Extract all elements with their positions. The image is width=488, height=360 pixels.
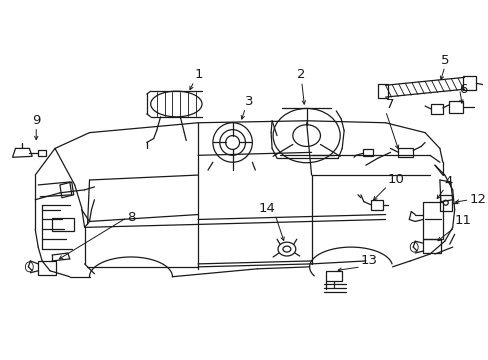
Bar [370, 200, 382, 210]
Text: 1: 1 [194, 68, 202, 81]
Text: 5: 5 [440, 54, 448, 67]
Text: 2: 2 [297, 68, 305, 81]
Text: 10: 10 [387, 173, 404, 186]
Text: 12: 12 [468, 193, 486, 206]
Bar [439, 195, 451, 211]
Bar [398, 148, 412, 157]
Bar [377, 84, 387, 98]
Text: 4: 4 [444, 175, 452, 188]
Bar [422, 202, 442, 239]
Text: 9: 9 [32, 114, 41, 127]
Text: 11: 11 [454, 214, 471, 228]
Bar [325, 271, 342, 281]
Bar [52, 217, 74, 231]
Text: 8: 8 [127, 211, 135, 224]
Bar [38, 261, 56, 275]
Text: 14: 14 [258, 202, 275, 215]
Bar [422, 239, 440, 253]
Bar [448, 101, 462, 113]
Text: 6: 6 [459, 83, 467, 96]
Text: 7: 7 [385, 98, 393, 111]
Bar [430, 104, 442, 114]
Text: 13: 13 [360, 254, 377, 267]
Bar [462, 76, 475, 90]
Bar [38, 150, 46, 156]
Bar [362, 149, 372, 156]
Bar [483, 78, 488, 88]
Text: 3: 3 [245, 95, 253, 108]
